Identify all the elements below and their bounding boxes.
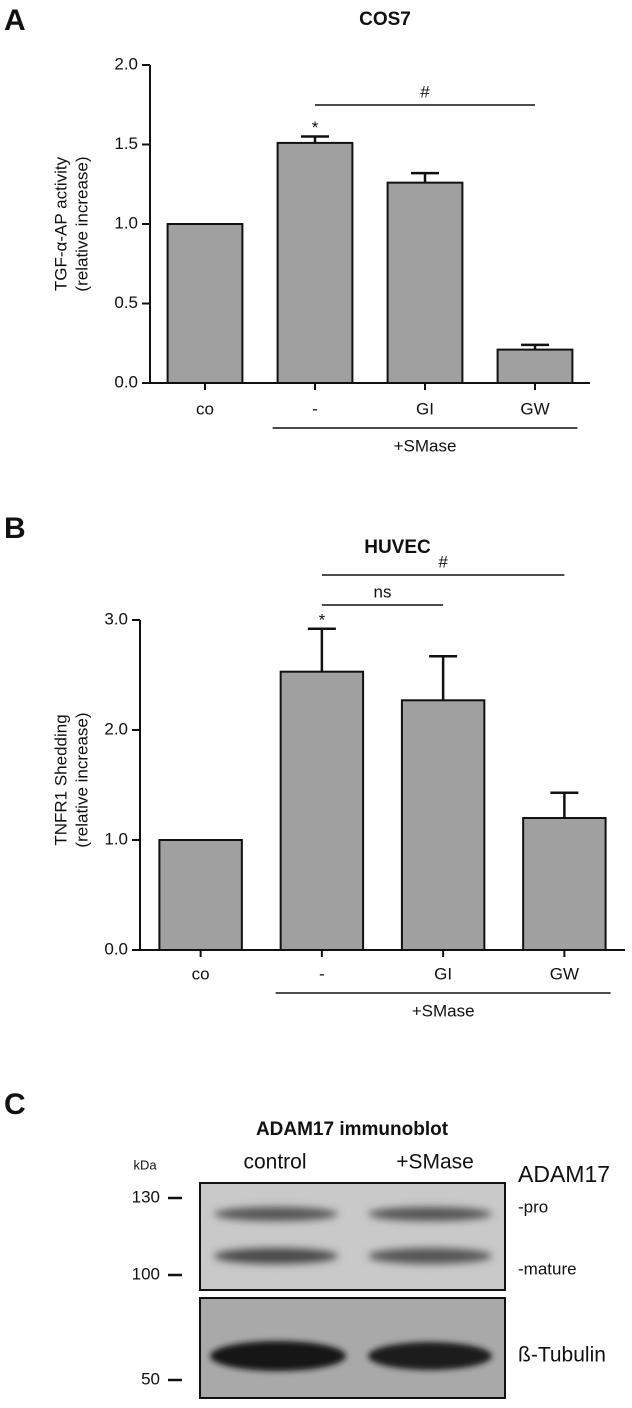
bar <box>158 839 243 951</box>
significance-marker: * <box>312 118 319 137</box>
y-tick-label: 0.0 <box>104 939 128 958</box>
y-axis-label: TGF-α-AP activity <box>51 156 70 291</box>
mw-ticks <box>168 1196 182 1382</box>
comparison-label: # <box>420 82 430 101</box>
form-label: -mature <box>518 1259 577 1278</box>
bar <box>400 699 486 951</box>
panel-label: A <box>4 4 26 37</box>
x-tick-label: co <box>192 964 210 983</box>
error-bar <box>521 343 549 350</box>
y-tick-label: 1.0 <box>114 213 138 232</box>
x-tick-label: GI <box>416 399 434 418</box>
y-tick-label: 0.5 <box>114 293 138 312</box>
x-tick-label: - <box>319 964 325 983</box>
bar <box>386 181 464 384</box>
y-axis-label: (relative increase) <box>72 712 91 847</box>
comparison-label: ns <box>374 582 392 601</box>
error-bar <box>550 791 579 818</box>
lane-label: +SMase <box>396 1151 474 1174</box>
panel-label: B <box>4 512 26 545</box>
group-label: +SMase <box>412 1001 475 1020</box>
chart-title: HUVEC <box>364 537 431 558</box>
blot-membrane <box>199 1182 506 1399</box>
panel-label: C <box>4 1088 26 1121</box>
y-tick-label: 1.0 <box>104 829 128 848</box>
x-tick-label: GW <box>520 399 549 418</box>
x-tick-label: GI <box>434 964 452 983</box>
y-axis-label: (relative increase) <box>72 156 91 291</box>
y-tick-label: 1.5 <box>114 134 138 153</box>
mw-label: 50 <box>141 1369 160 1388</box>
error-bar <box>307 627 336 672</box>
bar <box>279 670 365 951</box>
bar <box>166 223 244 384</box>
bar <box>496 348 574 384</box>
y-axis-label: TNFR1 Shedding <box>51 714 70 845</box>
error-bar <box>301 135 329 143</box>
unit: kDa <box>133 1157 157 1172</box>
blot-title: ADAM17 immunoblot <box>256 1119 449 1140</box>
form-label: -pro <box>518 1197 548 1216</box>
group-label: +SMase <box>394 436 457 455</box>
x-tick-label: GW <box>550 964 579 983</box>
mw-label: 130 <box>132 1187 160 1206</box>
comparison-label: # <box>438 552 448 571</box>
loading-label: ß-Tubulin <box>518 1344 606 1367</box>
protein-label: ADAM17 <box>518 1161 610 1187</box>
mw-label: 100 <box>132 1264 160 1283</box>
y-tick-label: 2.0 <box>114 54 138 73</box>
error-bar <box>429 655 458 701</box>
y-tick-label: 2.0 <box>104 719 128 738</box>
error-bar <box>411 171 439 183</box>
y-tick-label: 3.0 <box>104 609 128 628</box>
x-tick-label: co <box>196 399 214 418</box>
y-tick-label: 0.0 <box>114 372 138 391</box>
lane-label: control <box>243 1151 306 1174</box>
chart-title: COS7 <box>359 9 411 30</box>
bar <box>522 817 607 951</box>
x-tick-label: - <box>312 399 318 418</box>
significance-marker: * <box>319 610 326 629</box>
bar <box>276 141 354 384</box>
